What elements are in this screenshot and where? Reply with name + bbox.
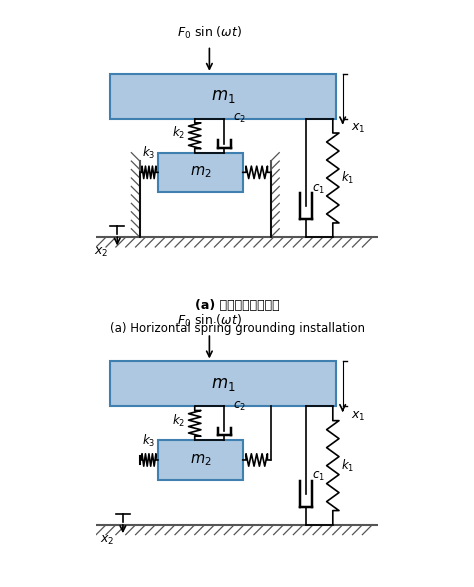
Text: $x_2$: $x_2$ bbox=[94, 246, 109, 259]
Bar bbox=[158, 440, 243, 480]
Text: $F_0$ sin ($\omega t$): $F_0$ sin ($\omega t$) bbox=[177, 25, 242, 41]
Text: $x_1$: $x_1$ bbox=[351, 410, 365, 423]
Text: $c_2$: $c_2$ bbox=[233, 400, 246, 413]
Text: $c_1$: $c_1$ bbox=[312, 183, 325, 196]
Text: $x_2$: $x_2$ bbox=[100, 534, 114, 547]
Text: $m_2$: $m_2$ bbox=[190, 452, 211, 468]
Bar bbox=[158, 153, 243, 192]
Text: $k_2$: $k_2$ bbox=[172, 413, 185, 429]
Text: $F_0$ sin ($\omega t$): $F_0$ sin ($\omega t$) bbox=[177, 313, 242, 329]
Text: $k_3$: $k_3$ bbox=[142, 145, 155, 161]
Text: $x_1$: $x_1$ bbox=[351, 122, 365, 135]
Text: $m_1$: $m_1$ bbox=[210, 87, 235, 105]
Bar bbox=[110, 74, 336, 119]
Text: $c_2$: $c_2$ bbox=[233, 112, 246, 126]
Text: $c_1$: $c_1$ bbox=[312, 470, 325, 484]
Text: $k_3$: $k_3$ bbox=[142, 433, 155, 448]
Text: (a) 水平弹簧接地安装: (a) 水平弹簧接地安装 bbox=[195, 299, 279, 312]
Text: $m_2$: $m_2$ bbox=[190, 164, 211, 180]
Text: $m_1$: $m_1$ bbox=[210, 375, 235, 393]
Text: $k_2$: $k_2$ bbox=[172, 125, 185, 141]
Bar bbox=[110, 362, 336, 406]
Text: $k_1$: $k_1$ bbox=[341, 170, 355, 186]
Text: $k_1$: $k_1$ bbox=[341, 457, 355, 474]
Text: (a) Horizontal spring grounding installation: (a) Horizontal spring grounding installa… bbox=[109, 322, 365, 335]
